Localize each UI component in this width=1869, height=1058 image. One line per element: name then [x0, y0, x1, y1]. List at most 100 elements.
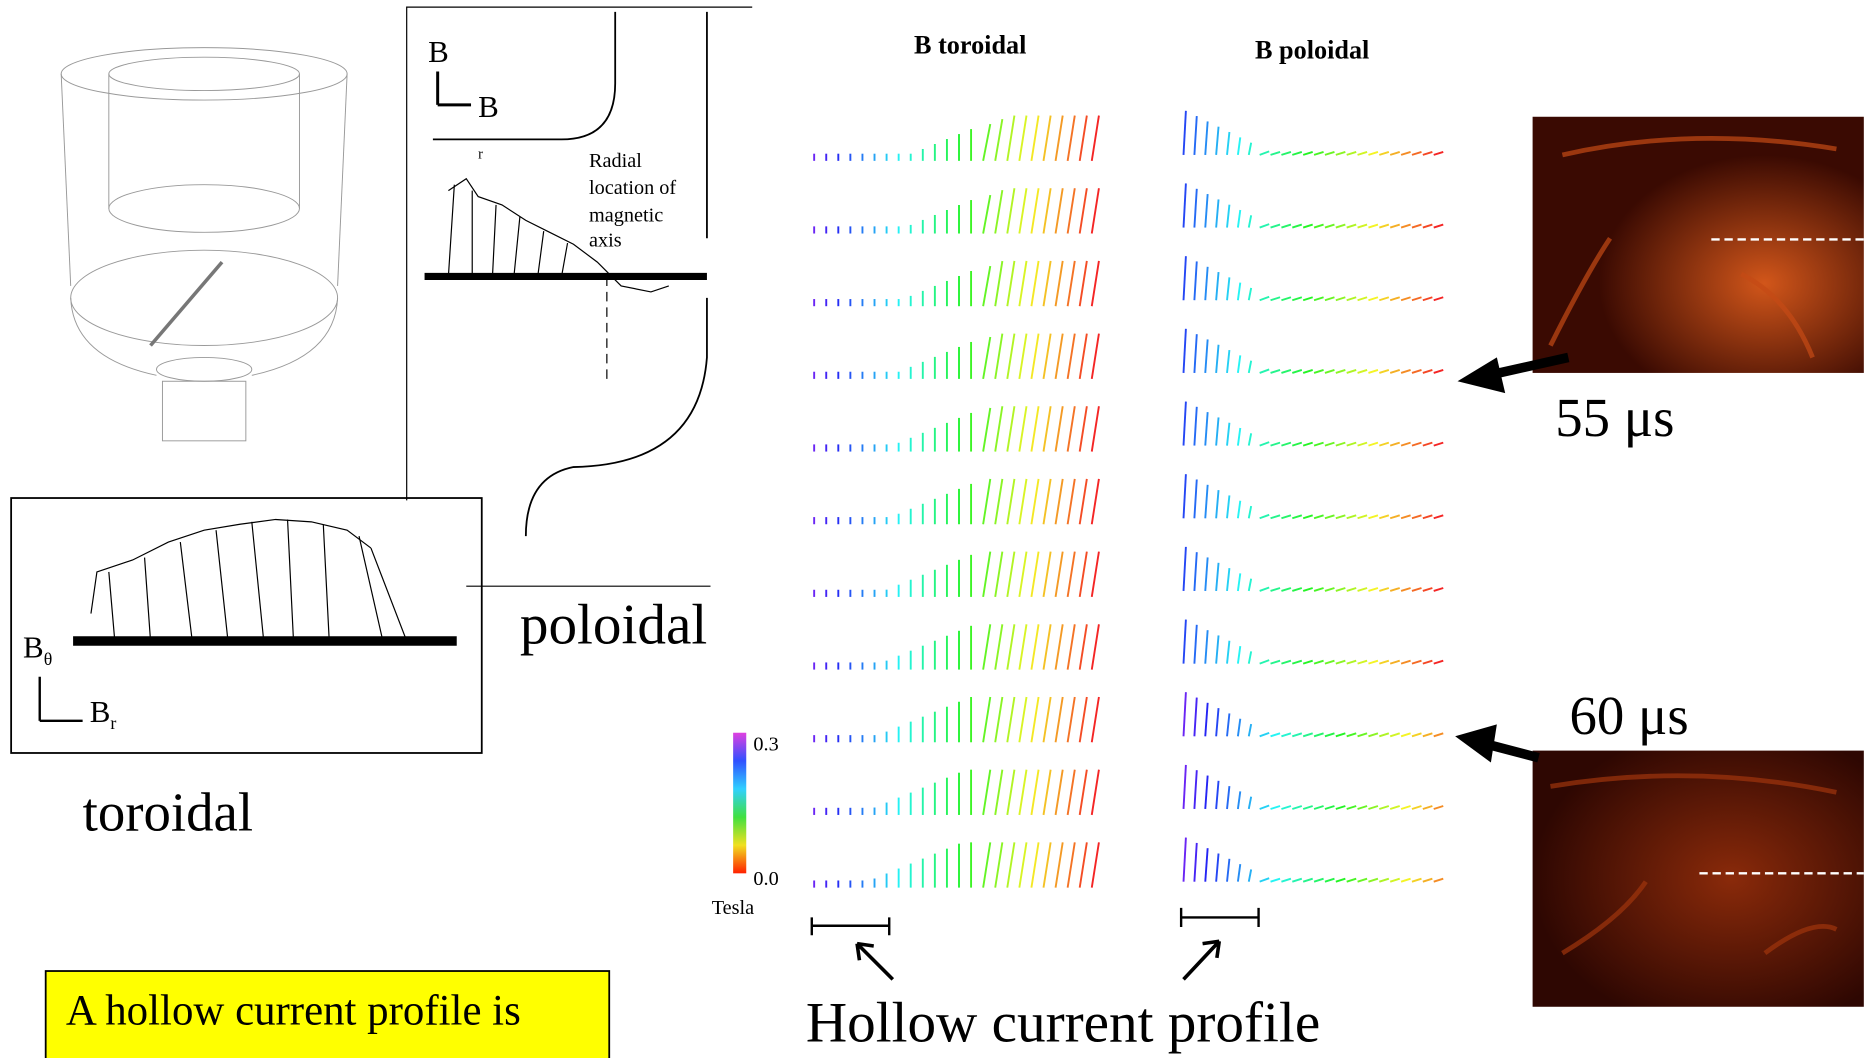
field-arrow: [1281, 223, 1292, 229]
field-arrow: [1368, 369, 1379, 374]
field-arrow: [1030, 551, 1040, 598]
field-arrow: [1182, 764, 1187, 810]
field-arrow: [1204, 775, 1209, 810]
vector-fields: [813, 110, 1444, 888]
field-arrow: [1324, 223, 1335, 229]
field-arrow: [1226, 422, 1231, 446]
field-arrow: [1357, 659, 1368, 665]
field-arrow: [1259, 295, 1270, 302]
field-arrow: [1302, 369, 1313, 374]
field-arrow: [1259, 804, 1270, 810]
field-arrow: [1281, 659, 1292, 665]
field-arrow: [1006, 478, 1016, 525]
field-arrow: [1236, 355, 1242, 374]
field-arrow: [1042, 769, 1052, 816]
field-arrow: [1292, 223, 1303, 229]
field-arrow: [1054, 478, 1064, 525]
field-arrow: [1400, 877, 1411, 883]
decoration: [447, 184, 569, 277]
field-arrow: [1066, 551, 1076, 598]
field-arrow: [1030, 769, 1040, 816]
field-arrow: [1357, 296, 1368, 302]
field-arrow: [1270, 296, 1281, 302]
field-arrow: [1215, 344, 1220, 374]
field-arrow: [1368, 659, 1379, 665]
field-arrow: [1193, 770, 1198, 810]
field-arrow: [994, 406, 1004, 452]
field-arrow: [1433, 441, 1444, 447]
field-arrow: [1422, 223, 1433, 229]
field-arrow: [1078, 769, 1088, 816]
field-arrow: [1346, 441, 1357, 447]
field-arrow: [1368, 441, 1379, 447]
field-arrow: [1042, 260, 1052, 307]
field-arrow: [1281, 805, 1292, 810]
field-arrow: [1236, 282, 1242, 301]
field-arrow: [1346, 369, 1357, 374]
device-sketch: [60, 47, 348, 442]
field-arrow: [1422, 877, 1433, 883]
field-arrow: [1182, 837, 1187, 882]
field-arrow: [1324, 659, 1335, 665]
field-arrow: [1335, 877, 1346, 883]
field-arrow: [1302, 514, 1313, 520]
field-arrow: [1422, 514, 1433, 520]
field-arrow: [1281, 877, 1292, 883]
field-arrow: [1292, 296, 1303, 302]
field-arrow: [1030, 260, 1040, 307]
field-arrow: [1259, 150, 1270, 156]
field-arrow: [1259, 368, 1270, 374]
field-arrow: [1368, 805, 1379, 810]
field-arrow: [1368, 223, 1379, 229]
field-arrow: [1433, 514, 1444, 520]
field-arrow: [1204, 266, 1209, 301]
field-arrow: [1357, 805, 1368, 810]
field-arrow: [1078, 333, 1088, 380]
field-arrow: [1259, 513, 1270, 520]
note-line: axis: [589, 230, 622, 252]
field-arrow: [1018, 333, 1028, 380]
field-arrow: [1066, 624, 1076, 670]
field-arrow: [1182, 619, 1187, 664]
field-arrow: [1433, 587, 1444, 592]
field-arrow: [1006, 842, 1016, 888]
field-arrow: [1259, 659, 1270, 665]
field-arrow: [1247, 869, 1253, 882]
field-arrow: [1006, 115, 1016, 161]
field-arrow: [1204, 194, 1209, 228]
field-arrow: [982, 769, 992, 816]
field-arrow: [1346, 296, 1357, 302]
field-arrow: [1324, 150, 1335, 156]
poloidal-inset: B B r Radial location of magnetic axis p…: [406, 6, 753, 656]
field-arrow: [1368, 587, 1379, 592]
field-arrow: [1270, 369, 1281, 374]
field-arrow: [1302, 587, 1313, 592]
field-arrow: [994, 260, 1004, 307]
field-arrow: [1368, 296, 1379, 302]
field-arrow: [1259, 223, 1270, 229]
field-arrow: [1433, 732, 1444, 738]
field-arrow: [1204, 848, 1209, 882]
field-arrow: [1313, 514, 1324, 520]
colorbar-min: 0.0: [753, 868, 778, 890]
field-arrow: [1324, 587, 1335, 592]
decoration: [149, 260, 224, 347]
field-arrow: [994, 118, 1004, 162]
field-arrow: [1090, 551, 1100, 598]
field-arrow: [1006, 260, 1016, 307]
field-arrow: [1335, 659, 1346, 665]
field-arrow: [1368, 732, 1379, 738]
field-arrow: [1411, 223, 1422, 229]
field-arrow: [1379, 805, 1390, 810]
field-arrow: [994, 769, 1004, 816]
field-arrow: [1411, 369, 1422, 374]
field-arrow: [1215, 853, 1220, 882]
field-arrow: [1018, 624, 1028, 670]
field-arrow: [1006, 769, 1016, 816]
field-arrow: [1292, 587, 1303, 592]
field-arrow: [1400, 587, 1411, 592]
field-arrow: [1259, 441, 1270, 447]
field-arrow: [982, 407, 992, 452]
field-arrow: [1215, 417, 1220, 446]
field-arrow: [1236, 137, 1242, 156]
